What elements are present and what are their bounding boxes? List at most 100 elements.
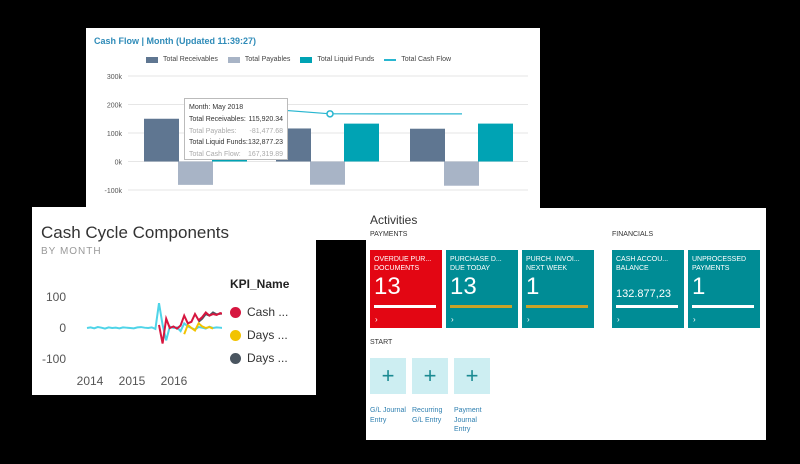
tile-bar bbox=[450, 305, 512, 308]
kpi-label: Days ... bbox=[247, 328, 288, 342]
legend-item[interactable]: Total Liquid Funds bbox=[300, 56, 374, 63]
kpi-dot bbox=[230, 329, 241, 341]
tile-bar bbox=[526, 305, 588, 308]
y-tick-label: -100k bbox=[104, 188, 122, 195]
tooltip-value: -81,477.68 bbox=[249, 127, 283, 135]
tile-purchase-invoices-next-week[interactable]: PURCH. INVOI... NEXT WEEK 1 › bbox=[522, 250, 594, 328]
chevron-right-icon: › bbox=[527, 315, 530, 324]
bar bbox=[444, 161, 479, 186]
tooltip-label: Total Cash Flow: bbox=[189, 150, 241, 158]
legend-label: Total Payables bbox=[244, 56, 291, 63]
plus-icon: + bbox=[423, 363, 437, 388]
chevron-right-icon: › bbox=[375, 315, 378, 324]
legend-label: Total Liquid Funds bbox=[317, 56, 375, 63]
legend-line bbox=[384, 58, 397, 61]
kpi-legend-item[interactable]: Days ... bbox=[230, 328, 288, 342]
tooltip-row: Total Liquid Funds: 132,877.23 bbox=[189, 137, 283, 149]
tooltip-value: 167,319.89 bbox=[247, 150, 283, 158]
cash-cycle-subtitle: BY MONTH bbox=[41, 246, 102, 257]
kpi-label: Cash ... bbox=[247, 305, 289, 319]
tooltip-value: 132,877.23 bbox=[247, 139, 283, 146]
cash-flow-legend: Total Receivables Total Payables Total L… bbox=[146, 56, 451, 63]
plus-icon: + bbox=[381, 363, 395, 388]
kpi-label: Days ... bbox=[247, 351, 288, 365]
cash-flow-panel: Cash Flow | Month (Updated 11:39:27) Tot… bbox=[86, 28, 540, 240]
tooltip-row: Total Cash Flow: 167,319.89 bbox=[189, 149, 283, 161]
legend-item[interactable]: Total Payables bbox=[227, 56, 291, 63]
tooltip-row: Total Payables: -81,477.68 bbox=[189, 126, 283, 138]
cash-line bbox=[158, 311, 222, 344]
kpi-dot bbox=[230, 306, 241, 318]
cash-cycle-line bbox=[86, 303, 222, 341]
y-tick-label: 100 bbox=[46, 290, 66, 304]
tile-label: OVERDUE PUR... DOCUMENTS bbox=[374, 256, 432, 272]
days-line bbox=[183, 321, 214, 335]
tile-value: 13 bbox=[450, 273, 477, 300]
legend-item[interactable]: Total Cash Flow bbox=[384, 56, 451, 63]
legend-label: Total Cash Flow bbox=[401, 56, 452, 63]
tile-overdue-purchase-documents[interactable]: OVERDUE PUR... DOCUMENTS 13 › bbox=[370, 250, 442, 328]
tile-label: CASH ACCOU... BALANCE bbox=[616, 256, 669, 272]
x-tick-label: 2015 bbox=[119, 374, 146, 388]
y-tick-label: 0k bbox=[115, 160, 123, 167]
bar bbox=[144, 118, 179, 162]
plus-icon: + bbox=[465, 363, 479, 388]
payments-section-label: PAYMENTS bbox=[370, 231, 408, 238]
tile-cash-account-balance[interactable]: CASH ACCOU... BALANCE 132.877,23 › bbox=[612, 250, 684, 328]
y-tick-label: 200k bbox=[107, 103, 123, 110]
tile-bar bbox=[374, 305, 436, 308]
gl-journal-entry-link[interactable]: G/L Journal Entry bbox=[370, 407, 406, 424]
chevron-right-icon: › bbox=[617, 315, 620, 324]
tile-purchase-due-today[interactable]: PURCHASE D... DUE TODAY 13 › bbox=[446, 250, 518, 328]
tile-value: 1 bbox=[526, 273, 540, 300]
bar bbox=[178, 161, 213, 185]
tile-value: 13 bbox=[374, 273, 401, 300]
y-tick-label: 100k bbox=[107, 131, 123, 138]
kpi-legend-title: KPI_Name bbox=[230, 277, 290, 291]
line-point bbox=[326, 110, 334, 118]
bar bbox=[410, 128, 445, 162]
chevron-right-icon: › bbox=[451, 315, 454, 324]
cash-flow-title: Cash Flow | Month (Updated 11:39:27) bbox=[94, 36, 257, 46]
legend-item[interactable]: Total Receivables bbox=[146, 56, 218, 63]
bar bbox=[344, 123, 379, 162]
tile-unprocessed-payments[interactable]: UNPROCESSED PAYMENTS 1 › bbox=[688, 250, 760, 328]
x-tick-label: 2016 bbox=[161, 374, 188, 388]
y-tick-label: -100 bbox=[42, 352, 66, 366]
bar bbox=[310, 161, 345, 185]
tile-label: UNPROCESSED PAYMENTS bbox=[692, 256, 747, 272]
activities-title: Activities bbox=[370, 213, 418, 227]
financials-section-label: FINANCIALS bbox=[612, 231, 654, 238]
tile-bar bbox=[692, 305, 754, 308]
activities-panel: Activities PAYMENTS FINANCIALS OVERDUE P… bbox=[366, 208, 766, 440]
tile-label: PURCH. INVOI... NEXT WEEK bbox=[526, 256, 580, 272]
payment-journal-entry-button[interactable]: + bbox=[454, 358, 490, 394]
kpi-dot bbox=[230, 352, 241, 364]
x-tick-label: 2014 bbox=[77, 374, 104, 388]
tooltip-row: Total Receivables: 115,920.34 bbox=[189, 114, 283, 126]
tooltip-label: Total Receivables: bbox=[189, 116, 246, 123]
y-tick-label: 300k bbox=[107, 74, 123, 81]
legend-label: Total Receivables bbox=[163, 56, 218, 63]
tooltip-month: Month: May 2018 bbox=[189, 104, 244, 111]
tile-label: PURCHASE D... DUE TODAY bbox=[450, 256, 502, 272]
tooltip-label: Total Payables: bbox=[189, 127, 237, 135]
y-tick-label: 0 bbox=[59, 321, 66, 335]
tile-value: 1 bbox=[692, 273, 706, 300]
cash-cycle-title: Cash Cycle Components bbox=[41, 223, 230, 242]
legend-swatch bbox=[227, 56, 240, 63]
legend-swatch bbox=[300, 56, 313, 63]
payment-journal-entry-link[interactable]: Payment Journal Entry bbox=[454, 407, 482, 433]
kpi-legend-item[interactable]: Days ... bbox=[230, 351, 288, 365]
tile-value: 132.877,23 bbox=[616, 288, 672, 300]
recurring-gl-entry-button[interactable]: + bbox=[412, 358, 448, 394]
gl-journal-entry-button[interactable]: + bbox=[370, 358, 406, 394]
cash-cycle-chart: 100 0 -100 2014 2015 2016 bbox=[42, 290, 222, 388]
start-section-label: START bbox=[370, 339, 393, 346]
bar bbox=[478, 123, 513, 162]
kpi-legend-item[interactable]: Cash ... bbox=[230, 305, 288, 319]
legend-swatch bbox=[146, 56, 158, 63]
recurring-gl-entry-link[interactable]: Recurring G/L Entry bbox=[412, 407, 443, 424]
tile-bar bbox=[616, 305, 678, 308]
chevron-right-icon: › bbox=[693, 315, 696, 324]
